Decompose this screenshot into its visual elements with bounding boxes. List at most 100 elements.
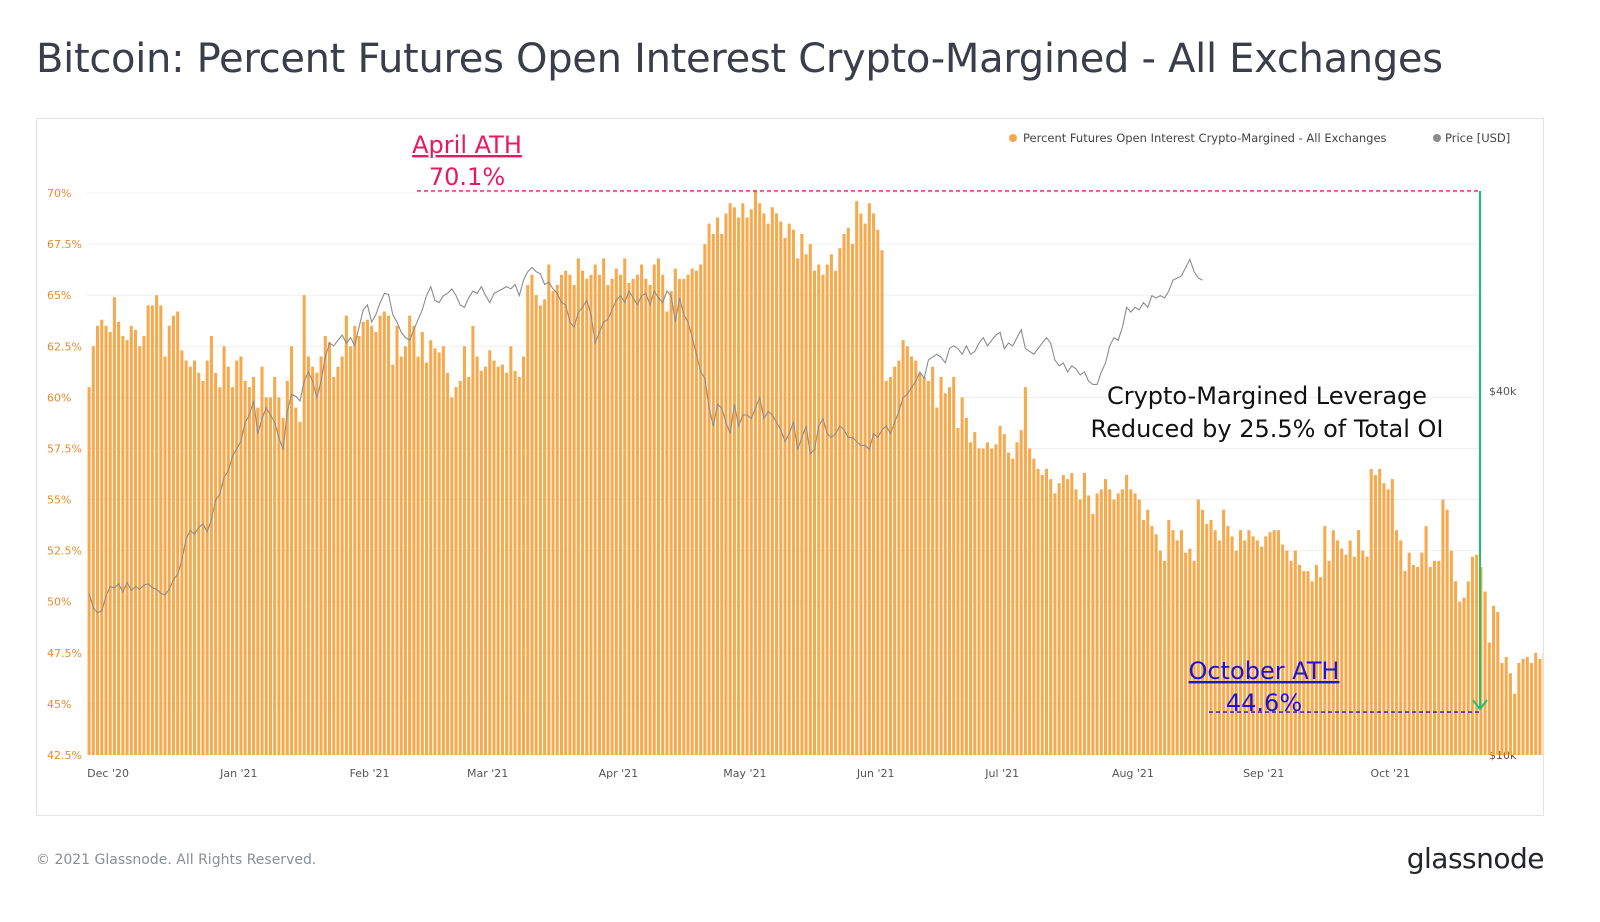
bar xyxy=(374,331,378,755)
bar xyxy=(1217,540,1221,755)
bar xyxy=(1365,556,1369,755)
legend-item: Price [USD] xyxy=(1445,131,1510,145)
bar xyxy=(555,284,559,755)
bar xyxy=(1310,581,1314,755)
bar xyxy=(471,325,475,755)
bar xyxy=(619,274,623,755)
bar xyxy=(745,217,749,755)
bar xyxy=(635,274,639,755)
bar xyxy=(800,233,804,755)
bar xyxy=(1319,577,1323,755)
bar xyxy=(1091,513,1095,755)
bar xyxy=(741,203,745,756)
bar xyxy=(1492,605,1496,755)
bar xyxy=(1179,530,1183,755)
bar xyxy=(947,387,952,755)
bar xyxy=(1188,548,1192,755)
bar xyxy=(1205,524,1209,755)
bar xyxy=(863,223,867,755)
bar xyxy=(163,356,167,755)
bar xyxy=(775,213,779,755)
y-tick-label: 70% xyxy=(47,187,71,200)
bar xyxy=(724,213,728,755)
bar xyxy=(914,360,918,755)
x-tick-label: Oct '21 xyxy=(1370,767,1410,780)
bar xyxy=(138,346,142,755)
bar xyxy=(585,278,589,755)
bar xyxy=(353,325,357,755)
bar xyxy=(703,244,707,755)
bar xyxy=(171,315,175,755)
bar xyxy=(112,297,116,755)
bar xyxy=(1298,564,1302,755)
bar xyxy=(1019,430,1023,755)
bar xyxy=(526,284,530,755)
bar xyxy=(412,325,416,755)
bar xyxy=(370,325,374,755)
bar xyxy=(277,397,281,755)
bar xyxy=(606,284,610,755)
bar xyxy=(977,448,981,755)
bar xyxy=(581,270,585,755)
bar xyxy=(1276,530,1280,755)
bar xyxy=(1293,550,1297,755)
bar xyxy=(1331,530,1335,755)
y-tick-label: 55% xyxy=(47,494,71,507)
bar xyxy=(1525,656,1529,755)
bar xyxy=(340,356,344,755)
bar xyxy=(931,366,935,755)
bar xyxy=(323,336,327,755)
bar xyxy=(1057,483,1061,755)
bar xyxy=(939,376,943,755)
bar xyxy=(294,407,298,755)
y-tick-label: 65% xyxy=(47,289,71,302)
bar xyxy=(1323,526,1327,755)
bar xyxy=(893,366,897,755)
bar xyxy=(905,346,909,755)
bar xyxy=(682,278,686,755)
bar xyxy=(648,284,652,755)
y-tick-label: 45% xyxy=(47,698,71,711)
bar xyxy=(576,258,580,755)
bar xyxy=(311,366,315,755)
bar xyxy=(804,254,808,755)
bar xyxy=(597,274,601,755)
bar xyxy=(1534,652,1538,755)
bar xyxy=(935,407,939,755)
bar xyxy=(1264,536,1268,755)
bar xyxy=(1238,530,1243,755)
bar xyxy=(1496,611,1500,755)
bar xyxy=(1445,509,1449,755)
bar xyxy=(176,311,180,755)
bar xyxy=(129,325,133,755)
bar xyxy=(336,366,340,755)
bar xyxy=(1078,499,1082,755)
bar xyxy=(96,325,100,755)
bar xyxy=(749,209,753,756)
bar xyxy=(260,366,264,755)
x-tick-label: Mar '21 xyxy=(467,767,508,780)
bar xyxy=(446,372,450,755)
bar xyxy=(1120,489,1124,755)
bar xyxy=(1314,564,1318,755)
bar xyxy=(855,201,859,756)
bar xyxy=(796,258,800,755)
bar xyxy=(737,217,741,755)
bar xyxy=(513,370,517,755)
bar xyxy=(365,319,369,755)
bar xyxy=(985,442,989,755)
bar xyxy=(888,376,892,755)
bar xyxy=(876,229,880,755)
bar xyxy=(1070,472,1074,755)
bar xyxy=(306,356,310,755)
bar xyxy=(424,362,429,755)
bar xyxy=(1023,387,1027,755)
bar xyxy=(1272,530,1276,755)
bar xyxy=(180,350,184,755)
bar xyxy=(146,305,150,755)
bar xyxy=(884,381,888,755)
bar xyxy=(214,372,218,755)
bar xyxy=(1028,448,1032,755)
bar xyxy=(441,346,445,755)
y-tick-label: 42.5% xyxy=(47,749,82,762)
